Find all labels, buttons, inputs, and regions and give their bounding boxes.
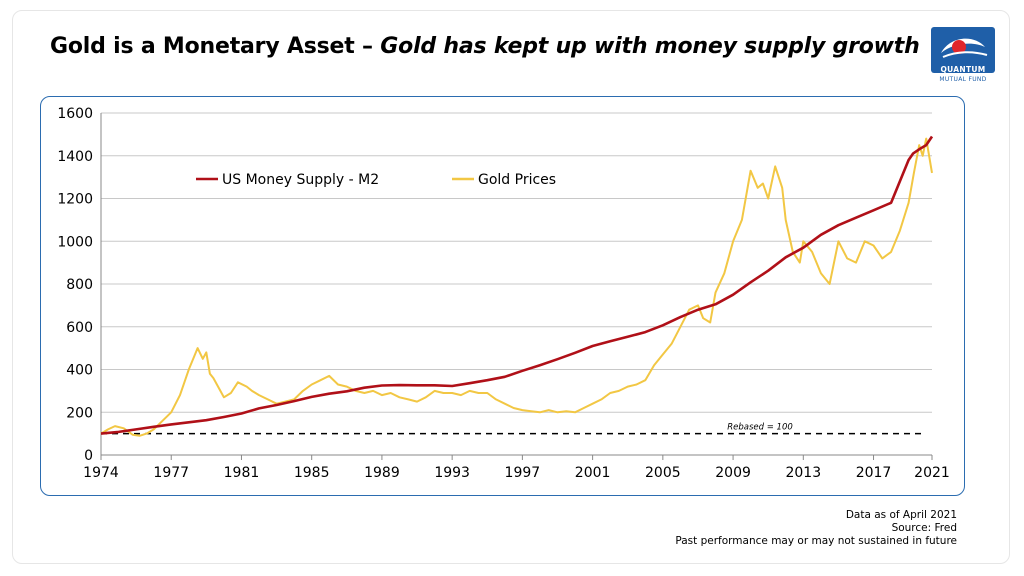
logo-swoosh-icon	[941, 38, 988, 58]
y-tick-label: 200	[66, 405, 93, 421]
x-tick-label: 2009	[715, 465, 751, 481]
legend-label: US Money Supply - M2	[222, 172, 379, 188]
footnote-disclaimer: Past performance may or may not sustaine…	[675, 535, 957, 547]
y-tick-label: 0	[84, 448, 93, 464]
x-tick-label: 2013	[785, 465, 821, 481]
x-tick-label: 1974	[83, 465, 119, 481]
x-tick-label: 1993	[434, 465, 470, 481]
x-tick-label: 1989	[364, 465, 400, 481]
logo-brand: QUANTUM	[940, 65, 986, 74]
logo-box	[931, 27, 995, 73]
gold-vs-m2-line-chart: 0 200 400 600 800 1000 1200 1400 1600 1974 1977 198…	[57, 106, 950, 481]
title-subtitle: Gold has kept up with money supply growt…	[380, 34, 920, 59]
y-tick-label: 400	[66, 363, 93, 379]
y-tick-label: 1000	[57, 234, 93, 250]
chart-frame	[40, 96, 965, 496]
y-tick-label: 600	[66, 320, 93, 336]
series-line-m2	[100, 135, 934, 435]
x-tick-label: 2001	[575, 465, 611, 481]
x-tick-label: 2017	[856, 465, 892, 481]
y-tick-label: 1600	[57, 106, 93, 122]
logo-sub: MUTUAL FUND	[939, 76, 987, 83]
x-tick-label: 2005	[645, 465, 681, 481]
x-tick-label: 2021	[914, 465, 950, 481]
y-tick-label: 1200	[57, 192, 93, 208]
quantum-logo: QUANTUM MUTUAL FUND	[931, 27, 995, 89]
x-tick-label: 1985	[294, 465, 330, 481]
y-tick-label: 800	[66, 277, 93, 293]
series-line-gold	[100, 137, 933, 437]
footnote: Data as of April 2021 Source: Fred Past …	[675, 509, 957, 548]
footnote-source: Source: Fred	[891, 522, 957, 534]
legend-label: Gold Prices	[478, 172, 556, 188]
footnote-date: Data as of April 2021	[845, 509, 957, 521]
title-main: Gold is a Monetary Asset –	[50, 34, 381, 59]
x-tick-label: 1997	[505, 465, 541, 481]
slide-frame	[12, 10, 1010, 564]
x-tick-label: 1981	[224, 465, 260, 481]
reference-line-label: Rebased = 100	[727, 423, 793, 433]
page-title: Gold is a Monetary Asset – Gold has kept…	[50, 34, 920, 59]
x-tick-label: 1977	[153, 465, 189, 481]
y-tick-label: 1400	[57, 149, 93, 165]
